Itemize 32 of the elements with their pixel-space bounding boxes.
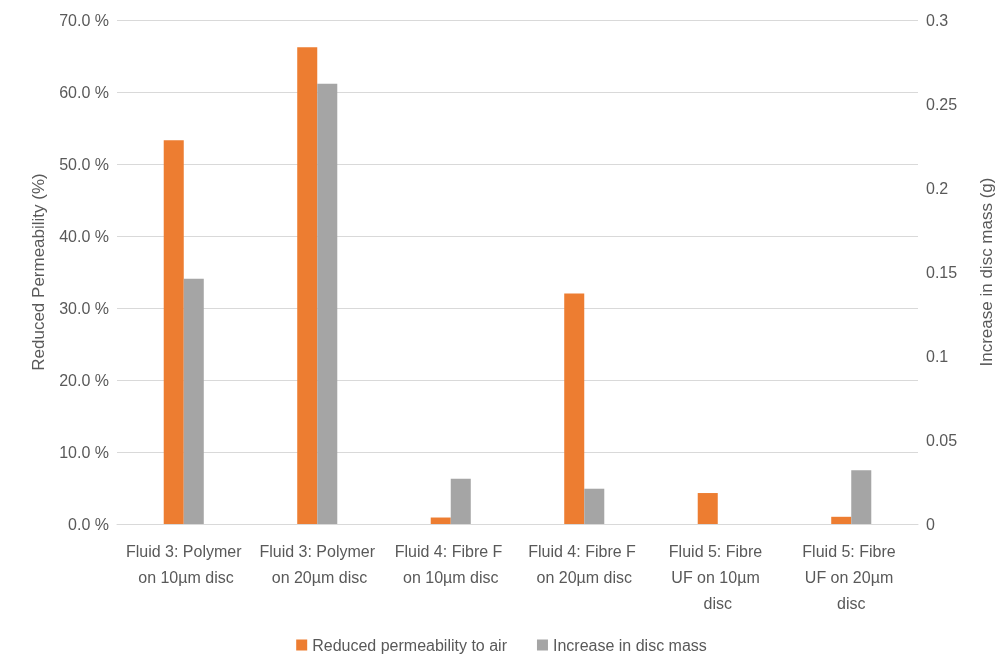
x-tick-label: Fluid 3: Polymer on 20µm disc: [259, 542, 376, 586]
y2-tick-label: 0.1: [926, 347, 949, 365]
bar: [450, 478, 471, 524]
y-tick-label: 20.0 %: [59, 371, 109, 389]
y-tick-label: 30.0 %: [59, 299, 109, 317]
y2-axis-title: Increase in disc mass (g): [977, 177, 996, 367]
x-tick-label: Fluid 3: Polymer on 10µm disc: [125, 542, 243, 586]
y-axis-title: Reduced Permeability (%): [29, 173, 48, 371]
y-tick-label: 50.0 %: [59, 155, 109, 173]
y2-tick-label: 0.2: [926, 179, 949, 197]
y2-tick-label: 0: [926, 515, 935, 533]
legend-label: Reduced permeability to air: [312, 636, 508, 654]
y2-tick-label: 0.25: [926, 95, 958, 113]
x-tick-label: Fluid 5: Fibre UF on 10µm disc: [668, 542, 767, 612]
y2-tick-label: 0.05: [926, 431, 958, 449]
x-tick-label: Fluid 4: Fibre F on 10µm disc: [394, 542, 507, 586]
bar: [851, 470, 872, 524]
y2-tick-label: 0.3: [926, 11, 949, 29]
bar: [430, 517, 451, 524]
bar: [697, 493, 718, 524]
y-tick-label: 70.0 %: [59, 11, 109, 29]
y-tick-label: 10.0 %: [59, 443, 109, 461]
y2-tick-label: 0.15: [926, 263, 958, 281]
bar: [584, 488, 605, 524]
x-tick-label: Fluid 5: Fibre UF on 20µm disc: [802, 542, 901, 612]
y-tick-label: 60.0 %: [59, 83, 109, 101]
bar: [564, 293, 585, 524]
y-tick-label: 0.0 %: [68, 515, 109, 533]
y-tick-label: 40.0 %: [59, 227, 109, 245]
x-tick-label: Fluid 4: Fibre F on 20µm disc: [528, 542, 641, 586]
bar: [831, 516, 852, 524]
legend-label: Increase in disc mass: [552, 636, 707, 654]
